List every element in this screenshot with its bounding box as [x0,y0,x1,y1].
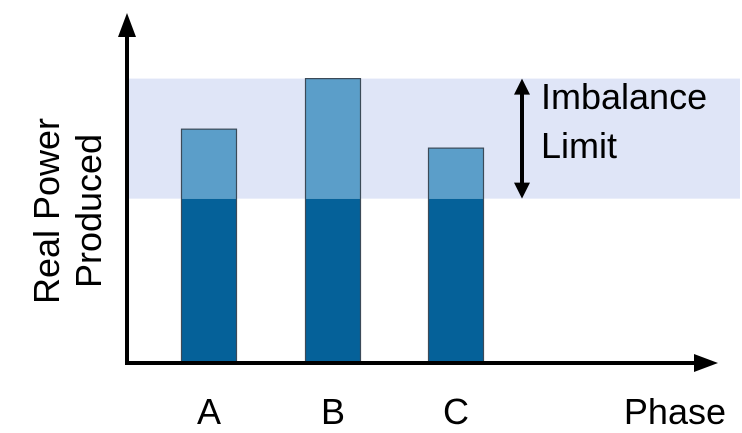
band-label-line-1: Imbalance [541,76,707,117]
y-axis-arrowhead [118,13,136,37]
bars-group [180,77,485,364]
x-tick-labels: A B C [197,391,469,432]
band-label-line-2: Limit [541,125,617,166]
x-tick-label-a: A [197,391,221,432]
bar-c-base [428,198,484,363]
y-axis-label-line-1: Real Power [26,118,67,304]
bar-b-in-band [305,78,361,199]
bar-a-in-band [181,129,237,199]
imbalance-arrow-head-top [514,78,530,95]
x-tick-label-c: C [443,391,469,432]
x-tick-label-b: B [321,391,345,432]
x-axis-arrowhead [694,354,718,372]
bar-c-in-band [428,148,484,199]
bar-b-base [305,198,361,363]
imbalance-arrow-head-bottom [514,182,530,199]
y-axis-label-line-2: Produced [68,134,109,288]
imbalance-range-arrow [514,78,530,199]
bar-a-base [181,198,237,363]
x-axis-label: Phase [624,391,726,432]
